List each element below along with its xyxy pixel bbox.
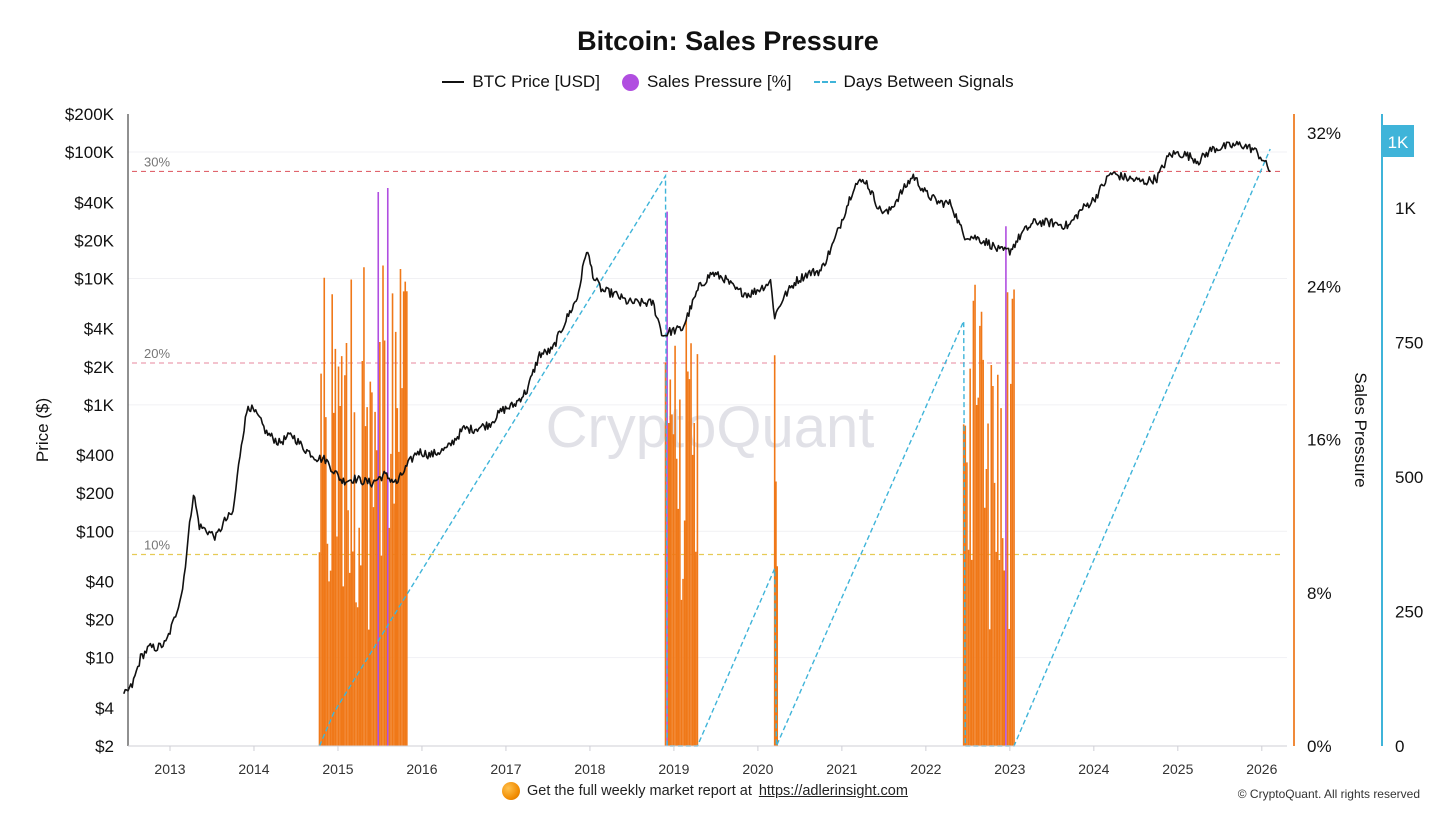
legend-item-pressure[interactable]: Sales Pressure [%] bbox=[621, 72, 792, 92]
footer-note: Get the full weekly market report at htt… bbox=[502, 782, 908, 800]
reference-label-30: 30% bbox=[144, 154, 170, 169]
days-dash-swatch bbox=[813, 81, 836, 83]
pressure-dot-swatch bbox=[621, 73, 639, 91]
x-tick-label: 2021 bbox=[826, 761, 857, 777]
price-tick-label: $10 bbox=[86, 649, 114, 668]
x-tick-label: 2016 bbox=[406, 761, 437, 777]
x-tick-label: 2013 bbox=[154, 761, 185, 777]
footer-note-text: Get the full weekly market report at bbox=[527, 783, 752, 799]
price-tick-label: $400 bbox=[76, 446, 114, 465]
x-tick-label: 2018 bbox=[574, 761, 605, 777]
sales-pressure-bars bbox=[318, 188, 1015, 746]
legend-item-days[interactable]: Days Between Signals bbox=[813, 72, 1014, 92]
price-tick-label: $4 bbox=[95, 699, 114, 718]
pressure-tick-label: 0% bbox=[1307, 737, 1332, 756]
price-line-swatch bbox=[442, 81, 465, 83]
coin-icon bbox=[502, 782, 520, 800]
price-tick-label: $1K bbox=[84, 396, 115, 415]
price-tick-label: $2K bbox=[84, 358, 115, 377]
legend-item-price[interactable]: BTC Price [USD] bbox=[442, 72, 600, 92]
days-tick-label: 750 bbox=[1395, 334, 1423, 353]
btc-price-line bbox=[123, 140, 1271, 695]
legend-label-price: BTC Price [USD] bbox=[472, 72, 600, 91]
price-tick-label: $20K bbox=[74, 231, 114, 250]
reference-label-20: 20% bbox=[144, 346, 170, 361]
price-tick-label: $40 bbox=[86, 573, 114, 592]
chart-title: Bitcoin: Sales Pressure bbox=[577, 26, 879, 56]
price-tick-label: $100 bbox=[76, 522, 114, 541]
pressure-tick-label: 24% bbox=[1307, 277, 1341, 296]
x-tick-label: 2023 bbox=[994, 761, 1025, 777]
days-tick-label: 250 bbox=[1395, 603, 1423, 622]
x-tick-label: 2014 bbox=[238, 761, 269, 777]
price-tick-label: $100K bbox=[65, 143, 115, 162]
price-tick-label: $40K bbox=[74, 193, 114, 212]
btc-price-series bbox=[123, 140, 1271, 695]
pressure-tick-label: 8% bbox=[1307, 584, 1332, 603]
x-tick-label: 2015 bbox=[322, 761, 353, 777]
adlerinsight-link[interactable]: https://adlerinsight.com bbox=[758, 783, 908, 799]
x-tick-label: 2019 bbox=[658, 761, 689, 777]
pressure-tick-label: 32% bbox=[1307, 124, 1341, 143]
x-tick-label: 2026 bbox=[1246, 761, 1277, 777]
x-tick-label: 2017 bbox=[490, 761, 521, 777]
x-tick-label: 2025 bbox=[1162, 761, 1193, 777]
pressure-axis-title: Sales Pressure bbox=[1351, 372, 1370, 487]
watermark-text: CryptoQuant bbox=[546, 395, 875, 460]
price-tick-label: $200 bbox=[76, 484, 114, 503]
price-tick-label: $4K bbox=[84, 320, 115, 339]
legend-label-pressure: Sales Pressure [%] bbox=[646, 72, 792, 91]
price-tick-label: $2 bbox=[95, 737, 114, 756]
axes: $2 $4 $10 $20 $40 $100 $200 $400 $1K $2K $4K $10K $2… bbox=[33, 105, 1423, 777]
days-current-badge-label: 1K bbox=[1388, 133, 1409, 152]
copyright-text: © CryptoQuant. All rights reserved bbox=[1237, 787, 1420, 801]
pressure-tick-label: 16% bbox=[1307, 431, 1341, 450]
days-current-badge bbox=[1382, 125, 1414, 157]
x-tick-label: 2022 bbox=[910, 761, 941, 777]
reference-lines: 30% 20% 10% bbox=[132, 154, 1283, 556]
reference-label-10: 10% bbox=[144, 537, 170, 552]
days-tick-label: 1K bbox=[1395, 199, 1416, 218]
price-tick-label: $200K bbox=[65, 105, 115, 124]
chart-legend: BTC Price [USD] Sales Pressure [%] Days … bbox=[0, 72, 1456, 92]
price-tick-label: $10K bbox=[74, 269, 114, 288]
price-axis-title: Price ($) bbox=[33, 398, 52, 462]
x-tick-label: 2020 bbox=[742, 761, 773, 777]
legend-label-days: Days Between Signals bbox=[843, 72, 1014, 91]
x-tick-label: 2024 bbox=[1078, 761, 1109, 777]
days-tick-label: 500 bbox=[1395, 468, 1423, 487]
days-tick-label: 0 bbox=[1395, 737, 1404, 756]
gridlines bbox=[128, 151, 1287, 659]
price-tick-label: $20 bbox=[86, 611, 114, 630]
